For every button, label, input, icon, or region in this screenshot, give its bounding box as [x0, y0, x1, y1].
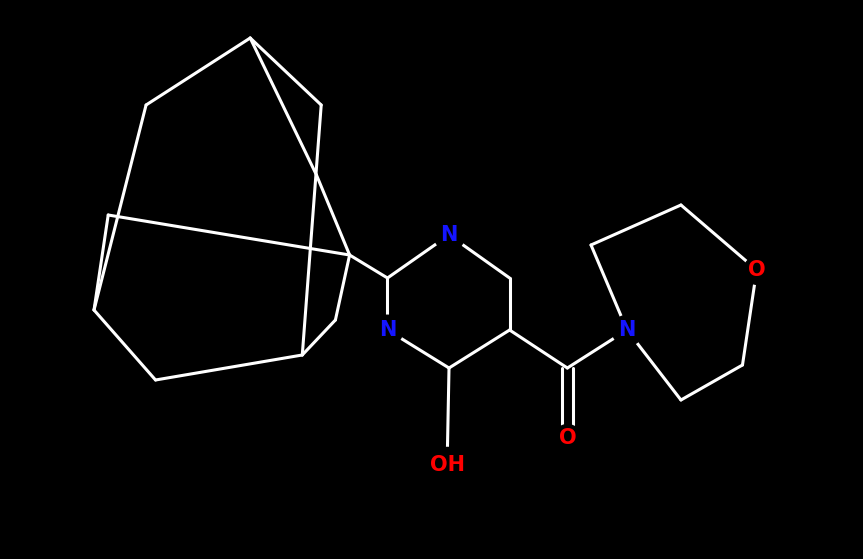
Text: N: N	[440, 225, 457, 245]
Text: O: O	[558, 428, 576, 448]
Text: OH: OH	[430, 455, 464, 475]
Text: N: N	[379, 320, 396, 340]
Text: N: N	[618, 320, 636, 340]
Text: O: O	[748, 260, 765, 280]
